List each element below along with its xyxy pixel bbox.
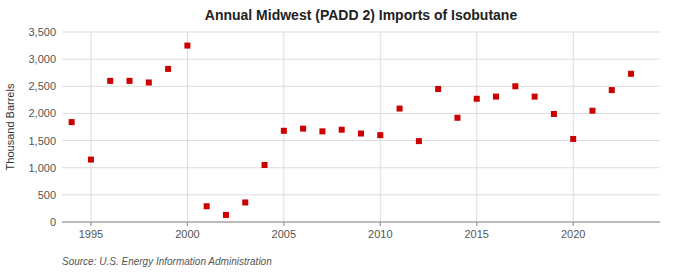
point — [204, 203, 210, 209]
x-axis-line — [62, 222, 660, 223]
x-tick — [573, 222, 574, 226]
point — [165, 66, 171, 72]
point — [358, 131, 364, 137]
point — [377, 132, 383, 138]
x-tick-label: 2015 — [464, 228, 488, 240]
x-tick-label: 1995 — [79, 228, 103, 240]
point — [570, 136, 576, 142]
point — [127, 78, 133, 84]
y-grid-line — [62, 86, 660, 87]
x-tick — [90, 222, 91, 226]
point — [223, 212, 229, 218]
grid — [62, 32, 660, 222]
x-tick-label: 2010 — [368, 228, 392, 240]
x-tick-label: 2000 — [175, 228, 199, 240]
point — [589, 108, 595, 114]
title: Annual Midwest (PADD 2) Imports of Isobu… — [205, 7, 518, 23]
point — [339, 127, 345, 133]
y-grid-line — [62, 167, 660, 168]
point — [69, 119, 75, 125]
x-grid-line — [187, 32, 188, 222]
point — [609, 87, 615, 93]
y-grid-line — [62, 222, 660, 223]
point — [454, 115, 460, 121]
y-axis-label: Thousand Barrels — [4, 83, 16, 170]
y-tick-label: 0 — [50, 216, 56, 228]
x-tick — [476, 222, 477, 226]
x-tick-label: 2020 — [561, 228, 585, 240]
x-grid-line — [283, 32, 284, 222]
x-tick — [380, 222, 381, 226]
y-grid-line — [62, 59, 660, 60]
axes: 0 500 1,000 1,500 2,000 2,500 3,000 3,500 1995 20… — [28, 26, 660, 240]
source-note: Source: U.S. Energy Information Administ… — [62, 256, 272, 267]
point — [628, 71, 634, 77]
point — [532, 94, 538, 100]
point — [512, 83, 518, 89]
y-tick-label: 1,500 — [28, 135, 56, 147]
x-tick-label: 2005 — [272, 228, 296, 240]
x-grid-line — [380, 32, 381, 222]
point — [397, 106, 403, 112]
point — [551, 111, 557, 117]
y-tick-label: 2,000 — [28, 107, 56, 119]
y-tick-label: 500 — [38, 189, 56, 201]
y-tick-label: 2,500 — [28, 80, 56, 92]
y-tick-label: 3,500 — [28, 26, 56, 38]
point — [300, 126, 306, 132]
point — [416, 138, 422, 144]
y-grid-line — [62, 194, 660, 195]
point — [435, 86, 441, 92]
x-grid-line — [476, 32, 477, 222]
point — [107, 78, 113, 84]
point — [474, 96, 480, 102]
y-grid-line — [62, 32, 660, 33]
points — [69, 43, 634, 218]
point — [262, 162, 268, 168]
x-grid-line — [573, 32, 574, 222]
point — [281, 128, 287, 134]
y-tick-label: 3,000 — [28, 53, 56, 65]
y-grid-line — [62, 113, 660, 114]
point — [242, 199, 248, 205]
y-tick-label: 1,000 — [28, 162, 56, 174]
point — [146, 79, 152, 85]
point — [88, 157, 94, 163]
chart: Annual Midwest (PADD 2) Imports of Isobu… — [0, 0, 675, 275]
x-tick — [187, 222, 188, 226]
point — [493, 94, 499, 100]
point — [319, 128, 325, 134]
x-tick — [283, 222, 284, 226]
point — [184, 43, 190, 49]
x-grid-line — [90, 32, 91, 222]
